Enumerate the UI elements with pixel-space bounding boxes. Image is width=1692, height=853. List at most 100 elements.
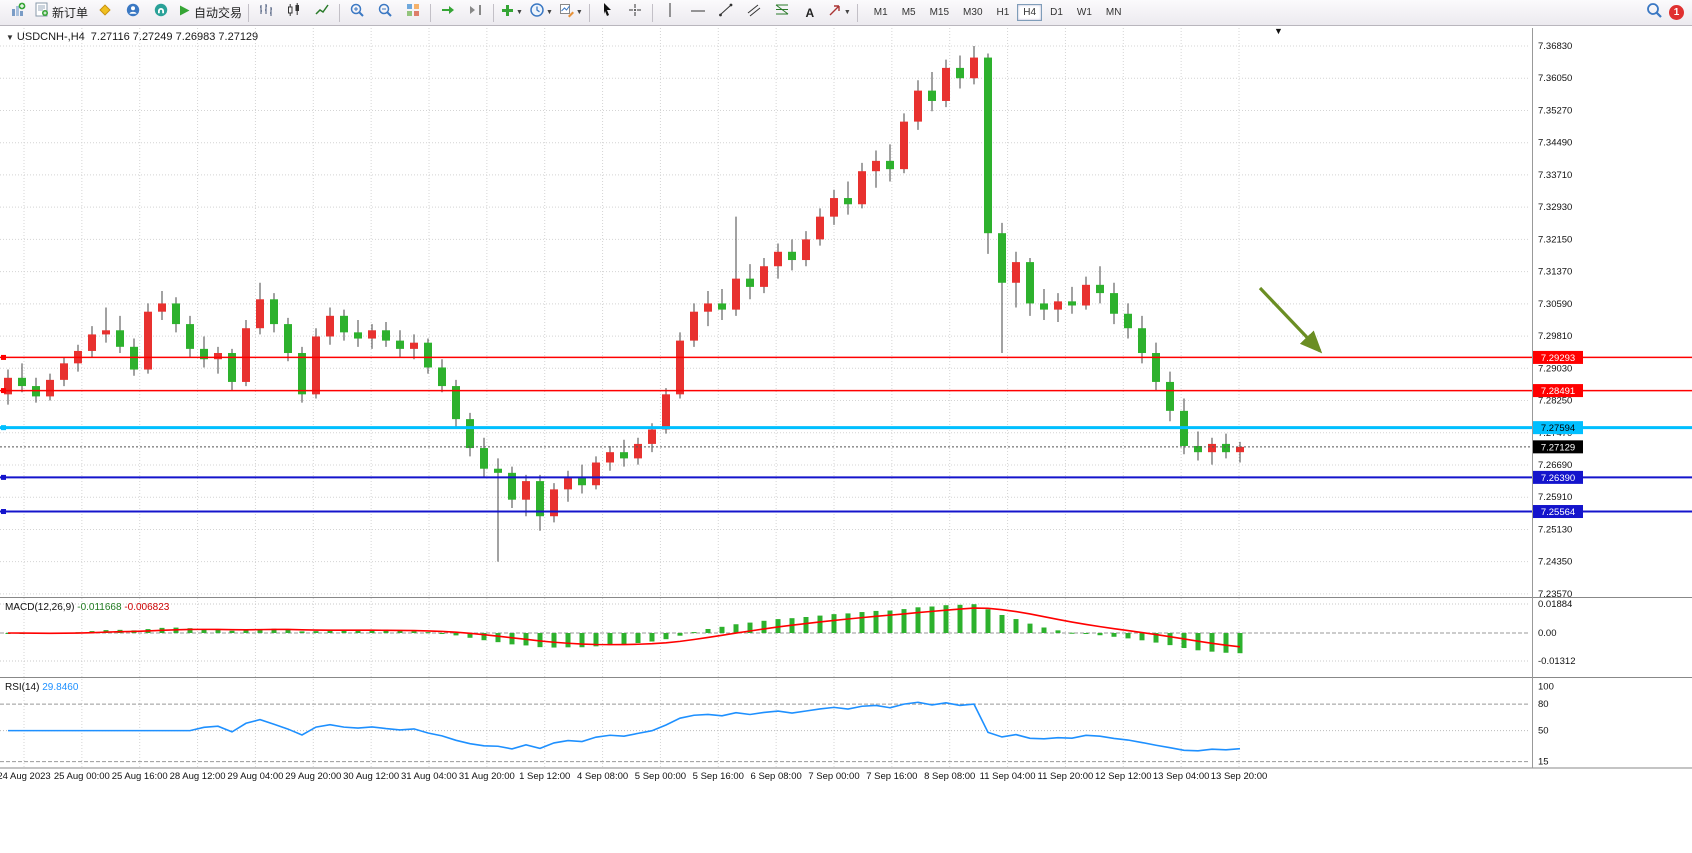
candlestick-chart-button[interactable] [280, 1, 308, 25]
chart-ohlc-header: ▼ USDCNH-,H4 7.27116 7.27249 7.26983 7.271… [6, 31, 258, 43]
channel-tool-button[interactable] [740, 1, 768, 25]
svg-text:6 Sep 08:00: 6 Sep 08:00 [751, 771, 802, 782]
line-chart-button[interactable] [308, 1, 336, 25]
symbol-marker-icon: ▼ [6, 33, 14, 42]
bar-chart-button[interactable] [252, 1, 280, 25]
text-tool-button[interactable]: A [796, 1, 824, 25]
macd-signal-line [7, 607, 1241, 648]
auto-scroll-button[interactable] [434, 1, 462, 25]
svg-text:28 Aug 12:00: 28 Aug 12:00 [170, 771, 226, 782]
zoom-out-button[interactable] [371, 1, 399, 25]
chart-candles-icon [286, 2, 302, 23]
svg-text:7.29030: 7.29030 [1538, 363, 1572, 374]
auto-trading-button[interactable]: 自动交易 [175, 1, 245, 25]
community-icon [125, 2, 141, 23]
chart-line-icon [314, 2, 330, 23]
svg-text:100: 100 [1538, 681, 1554, 692]
chart-menu-arrow-icon[interactable]: ▼ [1274, 26, 1283, 36]
svg-text:50: 50 [1538, 726, 1549, 737]
periods-button[interactable]: ▼ [526, 1, 556, 25]
tile-windows-button[interactable] [399, 1, 427, 25]
crosshair-tool-button[interactable] [621, 1, 649, 25]
svg-text:11 Sep 04:00: 11 Sep 04:00 [980, 771, 1036, 782]
toolbar-separator [588, 3, 590, 22]
svg-text:7.25564: 7.25564 [1541, 507, 1575, 518]
timeframe-button-MN[interactable]: MN [1105, 7, 1122, 18]
svg-text:7.33710: 7.33710 [1538, 170, 1572, 181]
horizontal-line-tool-button[interactable] [684, 1, 712, 25]
search-icon[interactable] [1646, 2, 1663, 24]
timeframe-button-W1[interactable]: W1 [1076, 7, 1092, 18]
svg-text:7.29293: 7.29293 [1541, 353, 1575, 364]
svg-text:13 Sep 04:00: 13 Sep 04:00 [1153, 771, 1210, 782]
chart-symbol-label: USDCNH-,H4 [16, 31, 85, 43]
svg-text:80: 80 [1538, 699, 1549, 710]
trendline-tool-button[interactable] [712, 1, 740, 25]
price-axis[interactable]: 24 Aug 2023 25 Aug 00:00 25 Aug 16:00 28 Au… [0, 41, 1572, 782]
templates-icon [559, 2, 575, 23]
new-chart-button[interactable] [4, 1, 32, 25]
svg-text:4 Sep 08:00: 4 Sep 08:00 [577, 771, 628, 782]
indicators-button[interactable]: ▼ [497, 1, 526, 25]
svg-text:7.25910: 7.25910 [1538, 492, 1572, 503]
chart-shift-button[interactable] [462, 1, 490, 25]
svg-text:24 Aug 2023: 24 Aug 2023 [0, 771, 51, 782]
svg-text:7.28491: 7.28491 [1541, 386, 1575, 397]
svg-text:1 Sep 12:00: 1 Sep 12:00 [519, 771, 570, 782]
svg-text:0.01884: 0.01884 [1538, 599, 1572, 610]
price-pane [0, 46, 1692, 562]
svg-text:0.00: 0.00 [1538, 628, 1557, 639]
toolbar-separator [430, 3, 432, 22]
svg-text:7.32150: 7.32150 [1538, 234, 1572, 245]
svg-text:7.28250: 7.28250 [1538, 396, 1572, 407]
current-price-tag [1533, 440, 1583, 454]
cursor-icon [599, 2, 615, 23]
timeframe-button-M1[interactable]: M1 [873, 7, 888, 18]
timeframe-button-M5[interactable]: M5 [901, 7, 916, 18]
trendline-icon [718, 2, 734, 23]
chevron-down-icon: ▼ [545, 9, 553, 16]
zoom-in-button[interactable] [343, 1, 371, 25]
zoom-in-icon [349, 2, 365, 23]
timeframe-group: M1 M5 M15 M30 H1 H4 D1 W1 MN [867, 4, 1129, 21]
new-order-icon [35, 2, 49, 23]
fibonacci-tool-button[interactable] [768, 1, 796, 25]
svg-text:7.23570: 7.23570 [1538, 589, 1572, 600]
arrow-annotation[interactable] [1258, 286, 1323, 354]
timeframe-button-H1[interactable]: H1 [996, 7, 1010, 18]
timeframe-button-M30[interactable]: M30 [963, 7, 983, 18]
text-icon: A [805, 5, 815, 20]
fibonacci-icon [774, 2, 790, 23]
svg-text:7 Sep 16:00: 7 Sep 16:00 [866, 771, 917, 782]
svg-text:7.29810: 7.29810 [1538, 331, 1572, 342]
svg-text:7.26690: 7.26690 [1538, 460, 1572, 471]
price-tags: 7.29293 7.28491 7.27594 7.26390 7.25564 7.271… [1533, 350, 1583, 519]
new-order-button[interactable]: 新订单 [32, 1, 91, 25]
chevron-down-icon: ▼ [516, 9, 523, 16]
arrows-tool-button[interactable]: ▼ [824, 1, 854, 25]
svg-text:30 Aug 12:00: 30 Aug 12:00 [343, 771, 399, 782]
notification-badge[interactable]: 1 [1669, 5, 1684, 20]
candles-layer [4, 46, 1244, 562]
svg-text:29 Aug 20:00: 29 Aug 20:00 [285, 771, 341, 782]
svg-text:7.36830: 7.36830 [1538, 41, 1572, 52]
market-button[interactable] [147, 1, 175, 25]
timeframe-button-H4[interactable]: H4 [1017, 4, 1043, 21]
timeframe-button-D1[interactable]: D1 [1050, 7, 1063, 18]
mql5-button[interactable] [91, 1, 119, 25]
chevron-down-icon: ▼ [575, 9, 583, 16]
vertical-line-tool-button[interactable] [656, 1, 684, 25]
market-icon [153, 2, 169, 23]
toolbar-separator [339, 3, 341, 22]
horizontal-line-icon [690, 4, 706, 22]
svg-text:-0.01312: -0.01312 [1538, 656, 1576, 667]
timeframe-button-M15[interactable]: M15 [929, 7, 950, 18]
svg-text:7.25130: 7.25130 [1538, 524, 1572, 535]
cursor-tool-button[interactable] [593, 1, 621, 25]
svg-text:7.34490: 7.34490 [1538, 138, 1572, 149]
toolbar-separator [856, 3, 858, 22]
community-button[interactable] [119, 1, 147, 25]
templates-button[interactable]: ▼ [556, 1, 586, 25]
chevron-down-icon: ▼ [843, 9, 851, 16]
